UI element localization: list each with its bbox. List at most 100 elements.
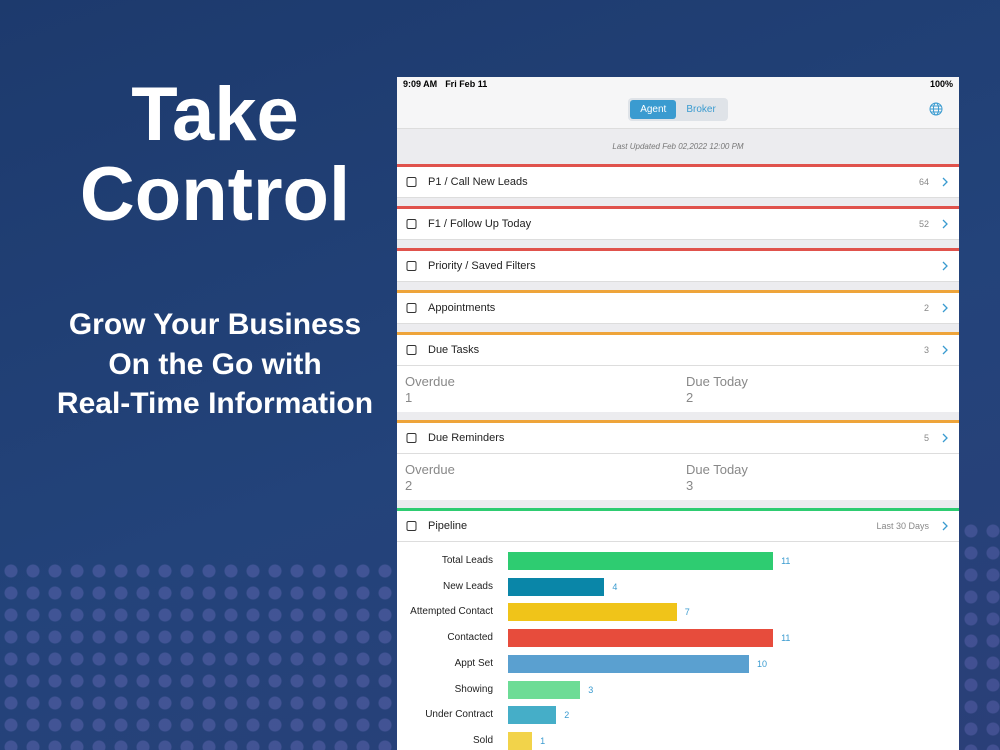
section-label: Priority / Saved Filters xyxy=(428,260,536,272)
section-header[interactable]: Due Tasks 3 xyxy=(397,335,959,366)
row-icon xyxy=(406,303,417,313)
bar xyxy=(508,577,605,596)
section-count: Last 30 Days xyxy=(876,521,929,531)
bar xyxy=(508,654,749,673)
section-header[interactable]: Appointments 2 xyxy=(397,293,959,324)
section-count: 5 xyxy=(923,433,929,443)
section-count: 2 xyxy=(923,303,929,313)
section-header[interactable]: Pipeline Last 30 Days xyxy=(397,511,959,542)
detail-value: 2 xyxy=(405,478,413,493)
detail: Due Today 2 xyxy=(678,366,959,412)
category-label: Appt Set xyxy=(454,657,493,669)
value-label: 1 xyxy=(540,735,546,746)
subtitle-line: On the Go with xyxy=(108,347,322,381)
date: Fri Feb 11 xyxy=(445,79,488,89)
section: Priority / Saved Filters xyxy=(397,248,959,282)
detail: Due Today 3 xyxy=(678,454,959,500)
category-label: Sold xyxy=(472,734,493,746)
pipeline-chart: Total Leads 11 New Leads 4 Attempted Contact… xyxy=(397,542,959,750)
section: Due Tasks 3 Overdue 1 Due Today 2 xyxy=(397,332,959,412)
bar xyxy=(508,552,774,570)
row-icon xyxy=(406,521,417,531)
category-label: Contacted xyxy=(447,632,493,644)
last-updated: Last Updated Feb 02,2022 12:00 PM xyxy=(612,142,744,151)
detail: Overdue 2 xyxy=(397,454,678,500)
decoration xyxy=(960,520,1000,750)
bar xyxy=(508,629,774,648)
section-count: 52 xyxy=(918,219,929,229)
header: Agent Broker xyxy=(397,91,959,129)
section: P1 / Call New Leads 64 xyxy=(397,164,959,198)
decoration xyxy=(0,560,400,750)
section: Due Reminders 5 Overdue 2 Due Today 3 xyxy=(397,420,959,500)
value-label: 4 xyxy=(612,581,618,592)
detail-label: Due Today xyxy=(686,374,748,389)
category-label: Attempted Contact xyxy=(410,606,493,618)
bar xyxy=(508,680,581,699)
title-line: Take xyxy=(131,72,299,157)
detail-value: 3 xyxy=(686,478,694,493)
app-screen: 9:09 AM Fri Feb 11 100% Agent Broker Last… xyxy=(397,77,959,750)
detail-label: Due Today xyxy=(686,462,748,477)
category-label: New Leads xyxy=(442,580,493,592)
bar xyxy=(508,731,533,750)
subtitle-line: Grow Your Business xyxy=(68,308,362,341)
chevron xyxy=(942,177,948,187)
section-count: 3 xyxy=(923,345,929,355)
bar xyxy=(508,706,557,725)
bar xyxy=(508,603,677,622)
detail-label: Overdue xyxy=(405,462,455,477)
row-icon xyxy=(406,177,417,187)
section-label: Appointments xyxy=(428,302,496,314)
detail-value: 1 xyxy=(405,390,413,405)
section: Pipeline Last 30 Days Total Leads 11 New Lea… xyxy=(397,508,959,750)
category-label: Showing xyxy=(454,683,493,695)
value-label: 2 xyxy=(564,710,570,721)
section: F1 / Follow Up Today 52 xyxy=(397,206,959,240)
section-label: P1 / Call New Leads xyxy=(428,176,528,188)
detail-label: Overdue xyxy=(405,374,455,389)
category-label: Total Leads xyxy=(441,555,493,566)
tab[interactable]: Agent xyxy=(630,100,677,119)
promo-subtitle: Grow Your Business On the Go with Real-Tim… xyxy=(0,305,430,424)
tab-group: Agent Broker xyxy=(628,98,728,121)
value-label: 11 xyxy=(781,633,791,644)
subtitle-line: Real-Time Information xyxy=(56,387,374,420)
value-label: 7 xyxy=(684,607,690,618)
section-label: Due Reminders xyxy=(428,432,505,444)
row-icon xyxy=(406,261,417,271)
title-line: Control xyxy=(79,152,351,237)
chevron xyxy=(942,345,948,355)
chevron xyxy=(942,219,948,229)
promo-title: Take Control xyxy=(0,75,430,235)
tab[interactable]: Broker xyxy=(686,104,716,115)
row-icon xyxy=(406,219,417,229)
section-header[interactable]: F1 / Follow Up Today 52 xyxy=(397,209,959,240)
chevron xyxy=(942,303,948,313)
time: 9:09 AM xyxy=(403,79,438,89)
detail-value: 2 xyxy=(686,390,694,405)
section-header[interactable]: Priority / Saved Filters xyxy=(397,251,959,282)
chevron xyxy=(942,261,948,271)
value-label: 10 xyxy=(757,658,768,669)
section-header[interactable]: P1 / Call New Leads 64 xyxy=(397,167,959,198)
section-header[interactable]: Due Reminders 5 xyxy=(397,423,959,454)
row-icon xyxy=(406,345,417,355)
row-icon xyxy=(406,433,417,443)
detail: Overdue 1 xyxy=(397,366,678,412)
section-list: P1 / Call New Leads 64 F1 / Follow Up Toda… xyxy=(397,164,959,750)
section-label: F1 / Follow Up Today xyxy=(428,218,532,230)
details: Overdue 2 Due Today 3 xyxy=(397,454,959,500)
status-bar: 9:09 AM Fri Feb 11 100% xyxy=(397,77,959,91)
category-label: Under Contract xyxy=(425,709,493,721)
section-label: Pipeline xyxy=(428,520,468,532)
chevron xyxy=(942,433,948,443)
value-label: 11 xyxy=(781,556,791,566)
section-count: 64 xyxy=(918,177,929,187)
globe-icon[interactable] xyxy=(929,102,943,116)
value-label: 3 xyxy=(588,684,594,695)
section: Appointments 2 xyxy=(397,290,959,324)
section-label: Due Tasks xyxy=(428,344,480,356)
details: Overdue 1 Due Today 2 xyxy=(397,366,959,412)
